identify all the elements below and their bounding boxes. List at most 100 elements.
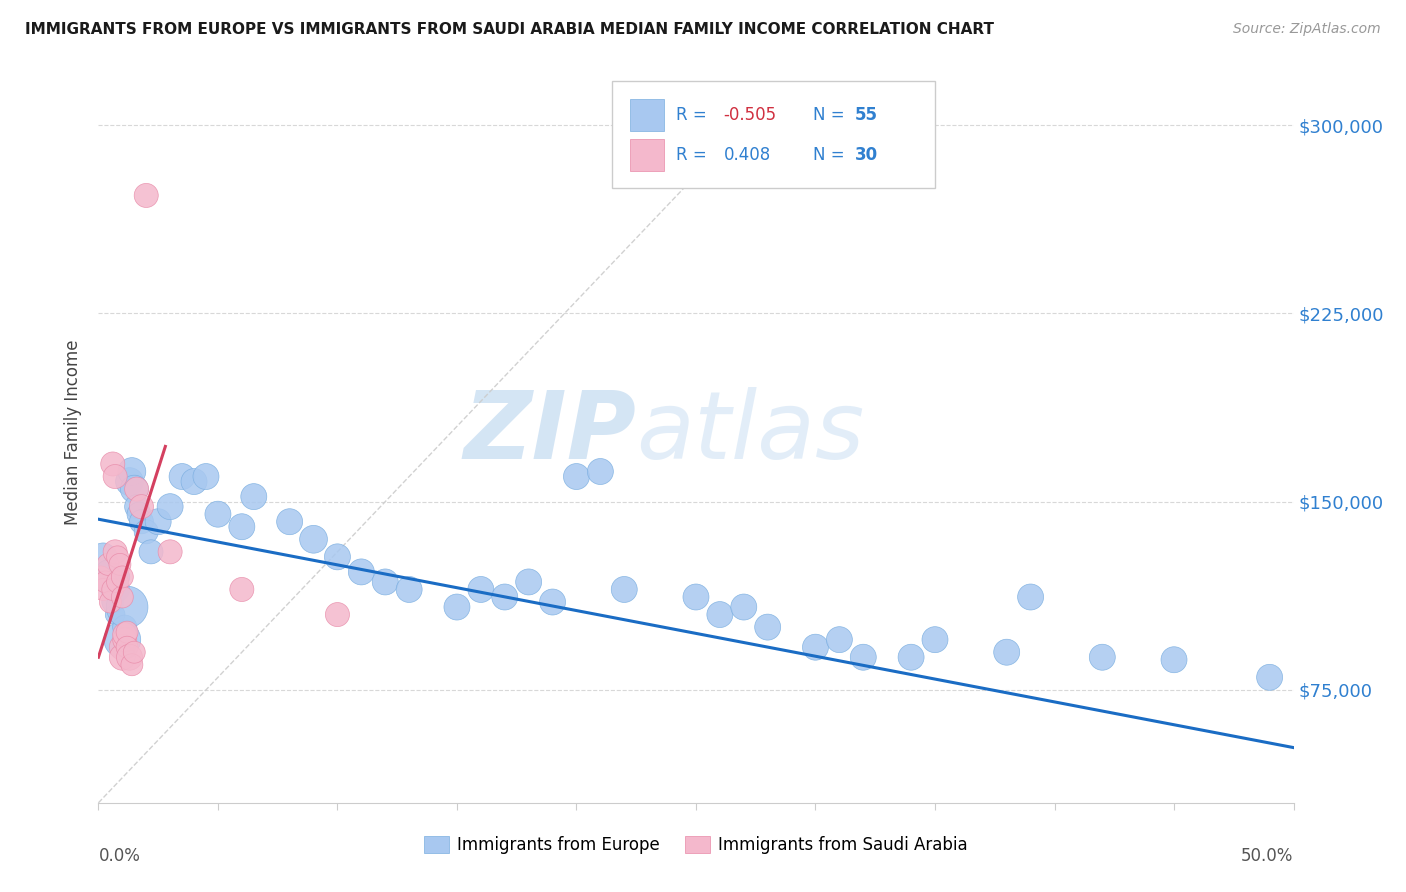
Point xyxy=(101,457,124,471)
Point xyxy=(101,595,124,609)
Point xyxy=(183,475,205,489)
Text: N =: N = xyxy=(813,106,851,124)
Point xyxy=(924,632,946,647)
Point xyxy=(124,645,146,659)
Point xyxy=(1019,590,1042,604)
Point xyxy=(114,627,136,641)
Point xyxy=(804,640,827,655)
Point xyxy=(94,574,117,589)
Point xyxy=(104,607,127,622)
Point xyxy=(115,625,138,640)
Point xyxy=(231,520,253,534)
Point xyxy=(125,500,148,514)
Text: 0.0%: 0.0% xyxy=(98,847,141,865)
Point xyxy=(114,632,136,647)
Point xyxy=(111,590,134,604)
Text: 30: 30 xyxy=(855,146,877,164)
Text: 55: 55 xyxy=(855,106,877,124)
Text: atlas: atlas xyxy=(637,387,865,478)
Point xyxy=(98,582,122,597)
Point xyxy=(900,650,922,665)
Point xyxy=(350,565,373,579)
Point xyxy=(446,600,468,615)
Point xyxy=(828,632,851,647)
Point xyxy=(494,590,516,604)
Point xyxy=(94,574,117,589)
Point xyxy=(195,469,218,483)
Point xyxy=(1091,650,1114,665)
Text: Source: ZipAtlas.com: Source: ZipAtlas.com xyxy=(1233,22,1381,37)
Point xyxy=(108,558,131,572)
Point xyxy=(118,475,141,489)
Text: IMMIGRANTS FROM EUROPE VS IMMIGRANTS FROM SAUDI ARABIA MEDIAN FAMILY INCOME CORR: IMMIGRANTS FROM EUROPE VS IMMIGRANTS FRO… xyxy=(25,22,994,37)
Point xyxy=(207,507,229,521)
Point xyxy=(135,188,157,202)
Point xyxy=(115,600,138,615)
Point xyxy=(111,650,134,665)
Point xyxy=(91,549,114,564)
Point xyxy=(1163,653,1185,667)
FancyBboxPatch shape xyxy=(630,138,664,171)
Point xyxy=(1258,833,1281,847)
Point xyxy=(995,645,1018,659)
Point xyxy=(398,582,420,597)
Point xyxy=(118,650,141,665)
Point xyxy=(139,545,162,559)
Point xyxy=(148,515,170,529)
Point xyxy=(108,570,131,584)
Y-axis label: Median Family Income: Median Family Income xyxy=(65,340,83,525)
Text: -0.505: -0.505 xyxy=(724,106,776,124)
Point xyxy=(159,545,181,559)
Point xyxy=(326,607,349,622)
Text: 50.0%: 50.0% xyxy=(1241,847,1294,865)
Point xyxy=(128,507,150,521)
Point xyxy=(326,549,349,564)
Point xyxy=(172,469,194,483)
Text: R =: R = xyxy=(676,146,717,164)
Legend: Immigrants from Europe, Immigrants from Saudi Arabia: Immigrants from Europe, Immigrants from … xyxy=(418,830,974,861)
Text: ZIP: ZIP xyxy=(464,386,637,479)
Point xyxy=(97,565,120,579)
Point xyxy=(124,482,146,496)
Point xyxy=(278,515,301,529)
Point xyxy=(114,620,136,634)
FancyBboxPatch shape xyxy=(630,99,664,131)
Point xyxy=(101,582,124,597)
Point xyxy=(302,533,325,547)
Point xyxy=(685,590,707,604)
Point xyxy=(107,582,129,597)
Point xyxy=(589,465,612,479)
Point xyxy=(541,595,564,609)
FancyBboxPatch shape xyxy=(613,81,935,188)
Point xyxy=(107,574,129,589)
Point xyxy=(733,600,755,615)
Text: N =: N = xyxy=(813,146,851,164)
Point xyxy=(243,490,266,504)
Point xyxy=(131,500,153,514)
Point xyxy=(104,469,127,483)
Point xyxy=(852,650,875,665)
Point xyxy=(613,582,636,597)
Point xyxy=(121,657,143,672)
Point xyxy=(91,582,114,597)
Point xyxy=(159,500,181,514)
Point xyxy=(97,558,120,572)
Point xyxy=(125,482,148,496)
Point xyxy=(115,640,138,655)
Point xyxy=(135,524,157,539)
Point xyxy=(709,607,731,622)
Text: 0.408: 0.408 xyxy=(724,146,770,164)
Text: R =: R = xyxy=(676,106,711,124)
Point xyxy=(374,574,396,589)
Point xyxy=(98,595,122,609)
Point xyxy=(121,465,143,479)
Point xyxy=(1258,670,1281,684)
Point xyxy=(90,570,112,584)
Point xyxy=(231,582,253,597)
Point xyxy=(517,574,540,589)
Point xyxy=(107,549,129,564)
Point xyxy=(131,515,153,529)
Point xyxy=(470,582,492,597)
Point xyxy=(111,632,134,647)
Point xyxy=(565,469,588,483)
